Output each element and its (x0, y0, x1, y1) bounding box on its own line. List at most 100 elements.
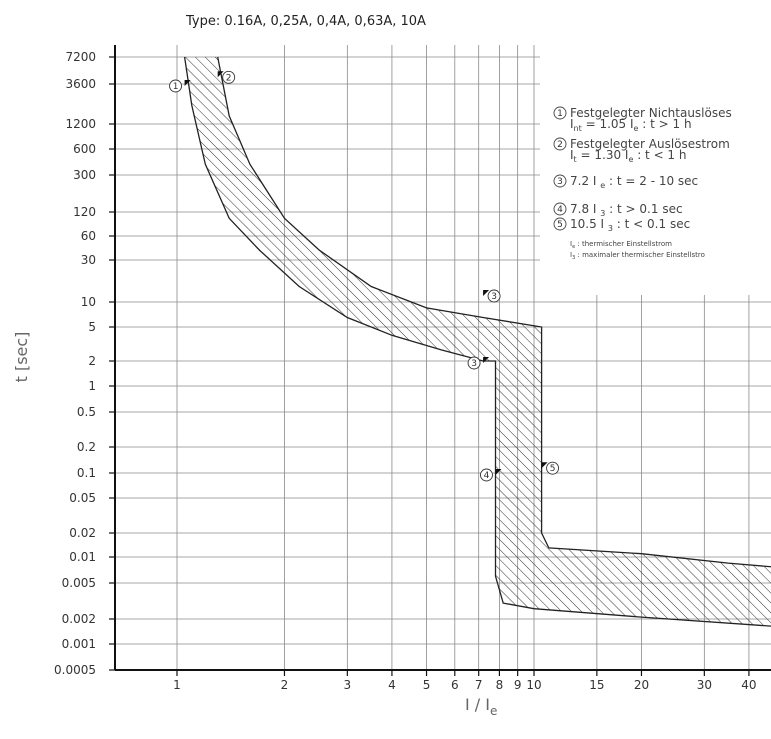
legend-number: 4 (557, 205, 563, 215)
upper-trip-curve (217, 56, 771, 568)
x-tick-labels: 1 2 3 4 5 6 7 8 9 10 15 20 30 40 (173, 670, 757, 692)
y-tick-label: 300 (73, 168, 96, 182)
legend-note-symbol: I (570, 251, 572, 259)
y-tick-label: 0.02 (69, 526, 96, 540)
legend-line-1: Festgelegter Nichtauslöses (570, 106, 732, 120)
marker-circle (546, 461, 560, 475)
marker-circle (222, 70, 236, 84)
y-tick-label: 7200 (65, 50, 96, 64)
tolerance-band (183, 56, 771, 627)
legend-note-text: : thermischer Einstellstrom (575, 240, 672, 248)
marker-arrow (184, 80, 191, 86)
x-tick-label: 20 (634, 678, 649, 692)
legend-number-circle (553, 217, 567, 231)
legend-text: 7.2 I (570, 174, 600, 188)
y-tick-label: 10 (81, 295, 96, 309)
legend-note-symbol: I (570, 240, 572, 248)
x-tick-label: 9 (514, 678, 522, 692)
marker-label: 2 (226, 73, 232, 83)
y-tick-label: 1200 (65, 117, 96, 131)
x-tick-label: 2 (281, 678, 289, 692)
marker-5: 5 (541, 461, 560, 475)
marker-3: 3 (483, 289, 501, 303)
y-tick-label: 1 (88, 379, 96, 393)
y-tick-label: 0.0005 (54, 663, 96, 677)
legend-note-sub: e (572, 244, 575, 250)
y-tick-label: 0.002 (62, 612, 96, 626)
marker-arrow (483, 357, 490, 363)
legend-number-circle (553, 106, 567, 120)
y-tick-labels: 7200 3600 1200 600 300 120 60 30 10 5 2 1 0.5 0.2 0.1 0… (54, 50, 115, 677)
y-tick-label: 3600 (65, 77, 96, 91)
y-tick-label: 0.1 (77, 466, 96, 480)
markers: 1 2 3 3 4 5 (169, 70, 560, 482)
y-tick-label: 0.01 (69, 550, 96, 564)
legend-text: : t < 1 h (633, 148, 686, 162)
legend-line-1: Festgelegter Auslösestrom (570, 137, 730, 151)
y-tick-label: 5 (88, 320, 96, 334)
marker-circle (480, 468, 493, 482)
legend-text: 10.5 I (570, 217, 608, 231)
x-axis-title-sub: e (490, 704, 497, 718)
marker-label: 1 (173, 82, 179, 92)
legend-box (540, 45, 771, 295)
x-tick-label: 40 (741, 678, 756, 692)
marker-circle (467, 356, 481, 370)
legend-item-5: 5 10.5 I 3 : t < 0.1 sec (553, 217, 690, 233)
marker-label: 3 (491, 292, 497, 302)
y-tick-label: 0.5 (77, 405, 96, 419)
legend-subscript: nt (574, 124, 582, 133)
marker-circle (169, 79, 183, 93)
legend-number: 2 (557, 140, 563, 150)
legend-subscript: 3 (600, 209, 605, 218)
legend-text: = 1.05 I (582, 117, 634, 131)
legend-number: 5 (557, 220, 563, 230)
x-axis-title: I / Ie (465, 695, 497, 718)
marker-3: 3 (467, 356, 490, 370)
legend-text: : t > 0.1 sec (605, 202, 682, 216)
marker-4: 4 (480, 468, 502, 482)
chart-title: Type: 0.16A, 0,25A, 0,4A, 0,63A, 10A (185, 14, 426, 29)
x-tick-label: 15 (589, 678, 604, 692)
marker-arrow (483, 290, 490, 296)
svg-text:I / Ie: I / Ie (465, 695, 497, 718)
y-tick-label: 0.005 (62, 576, 96, 590)
marker-label: 3 (471, 359, 477, 369)
lower-trip-curve (183, 56, 771, 627)
y-tick-label: 0.2 (77, 440, 96, 454)
y-tick-label: 30 (81, 253, 96, 267)
x-tick-label: 1 (173, 678, 181, 692)
legend-note-sub: 3 (572, 255, 575, 261)
legend-line-1: 7.2 I e : t = 2 - 10 sec (570, 174, 698, 190)
x-axis-title-main: I / I (465, 695, 490, 714)
y-tick-label: 60 (81, 229, 96, 243)
legend-subscript: e (628, 155, 633, 164)
marker-arrow (495, 469, 502, 475)
legend-note: Ie : thermischer Einstellstrom (570, 240, 672, 250)
legend-text: 7.8 I (570, 202, 600, 216)
y-tick-label: 2 (88, 354, 96, 368)
band-hatch (184, 57, 771, 627)
legend-text: I (570, 117, 574, 131)
marker-arrow (541, 462, 548, 469)
x-tick-label: 10 (526, 678, 541, 692)
legend-subscript: e (600, 181, 605, 190)
legend-number-circle (553, 202, 567, 216)
legend-number-circle (553, 137, 567, 151)
y-tick-label: 0.05 (69, 491, 96, 505)
marker-label: 4 (484, 471, 490, 481)
y-tick-label: 0.001 (62, 637, 96, 651)
legend-line-1: 10.5 I 3 : t < 0.1 sec (570, 217, 690, 233)
legend-line-1: 7.8 I 3 : t > 0.1 sec (570, 202, 683, 218)
legend-number: 3 (557, 177, 563, 187)
x-tick-label: 8 (496, 678, 504, 692)
legend-subscript: t (574, 155, 577, 164)
x-tick-label: 30 (697, 678, 712, 692)
legend-text: : t > 1 h (638, 117, 691, 131)
y-tick-label: 600 (73, 142, 96, 156)
marker-1: 1 (169, 79, 191, 93)
